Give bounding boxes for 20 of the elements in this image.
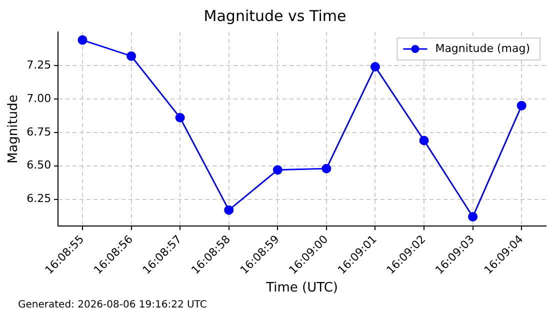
- text: Generated: 2026-08-06 19:16:22 UTC: [18, 300, 207, 311]
- y-tick-label: 7.00: [26, 92, 52, 105]
- point: [175, 112, 185, 122]
- point: [322, 164, 332, 174]
- point: [78, 35, 88, 45]
- point: [468, 212, 478, 222]
- x-axis-title: Time (UTC): [265, 280, 338, 296]
- y-tick-label: 7.25: [26, 58, 52, 72]
- y-axis-title: Magnitude: [6, 94, 22, 164]
- point: [370, 62, 380, 72]
- y-tick-label: 6.75: [26, 125, 52, 138]
- legend-label: Magnitude (mag): [435, 42, 530, 55]
- y-tick-label: 6.50: [26, 158, 52, 172]
- point: [126, 51, 136, 61]
- chart-title: Magnitude vs Time: [204, 6, 346, 25]
- y-tick-label: 6.25: [26, 192, 52, 206]
- point: [224, 205, 234, 215]
- point: [272, 165, 282, 175]
- point: [516, 100, 526, 110]
- point: [419, 136, 429, 146]
